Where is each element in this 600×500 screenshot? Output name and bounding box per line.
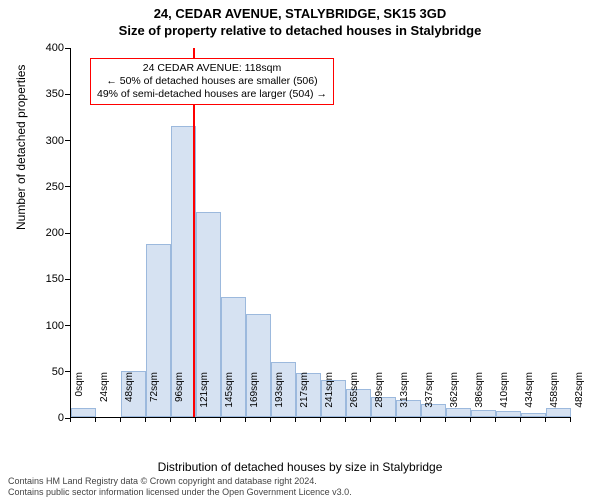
xtick-mark [170, 417, 171, 422]
xtick-label: 24sqm [99, 372, 110, 422]
xtick-label: 96sqm [174, 372, 185, 422]
xtick-label: 48sqm [124, 372, 135, 422]
annotation-line1: 24 CEDAR AVENUE: 118sqm [97, 62, 327, 75]
annotation-line2: ← 50% of detached houses are smaller (50… [97, 75, 327, 88]
xtick-label: 145sqm [224, 372, 235, 422]
ytick-mark [65, 371, 70, 372]
ytick-label: 100 [24, 320, 64, 332]
xtick-mark [120, 417, 121, 422]
xtick-label: 482sqm [574, 372, 585, 422]
ytick-mark [65, 140, 70, 141]
footer-attribution: Contains HM Land Registry data © Crown c… [8, 476, 352, 498]
ytick-label: 400 [24, 42, 64, 54]
ytick-mark [65, 279, 70, 280]
xtick-mark [95, 417, 96, 422]
xtick-mark [520, 417, 521, 422]
xtick-mark [220, 417, 221, 422]
x-axis-label: Distribution of detached houses by size … [0, 460, 600, 474]
xtick-mark [345, 417, 346, 422]
xtick-label: 362sqm [449, 372, 460, 422]
xtick-mark [295, 417, 296, 422]
ytick-label: 0 [24, 412, 64, 424]
xtick-label: 169sqm [249, 372, 260, 422]
ytick-mark [65, 325, 70, 326]
xtick-mark [470, 417, 471, 422]
ytick-label: 300 [24, 135, 64, 147]
ytick-label: 200 [24, 227, 64, 239]
ytick-mark [65, 233, 70, 234]
xtick-mark [245, 417, 246, 422]
ytick-label: 350 [24, 88, 64, 100]
xtick-label: 337sqm [424, 372, 435, 422]
xtick-mark [420, 417, 421, 422]
xtick-mark [270, 417, 271, 422]
xtick-mark [195, 417, 196, 422]
ytick-mark [65, 186, 70, 187]
xtick-mark [395, 417, 396, 422]
xtick-mark [145, 417, 146, 422]
plot-area: 24 CEDAR AVENUE: 118sqm ← 50% of detache… [70, 48, 570, 418]
xtick-mark [320, 417, 321, 422]
ytick-label: 150 [24, 273, 64, 285]
chart-container: 24, CEDAR AVENUE, STALYBRIDGE, SK15 3GD … [0, 0, 600, 500]
chart-title-sub: Size of property relative to detached ho… [0, 21, 600, 38]
ytick-mark [65, 94, 70, 95]
xtick-label: 386sqm [474, 372, 485, 422]
xtick-mark [370, 417, 371, 422]
xtick-label: 313sqm [399, 372, 410, 422]
annotation-line3: 49% of semi-detached houses are larger (… [97, 88, 327, 101]
chart-title-address: 24, CEDAR AVENUE, STALYBRIDGE, SK15 3GD [0, 0, 600, 21]
footer-line1: Contains HM Land Registry data © Crown c… [8, 476, 352, 487]
ytick-mark [65, 48, 70, 49]
xtick-mark [445, 417, 446, 422]
xtick-label: 265sqm [349, 372, 360, 422]
xtick-label: 289sqm [374, 372, 385, 422]
ytick-label: 250 [24, 181, 64, 193]
xtick-label: 434sqm [524, 372, 535, 422]
xtick-label: 217sqm [299, 372, 310, 422]
ytick-label: 50 [24, 366, 64, 378]
annotation-box: 24 CEDAR AVENUE: 118sqm ← 50% of detache… [90, 58, 334, 105]
xtick-label: 121sqm [199, 372, 210, 422]
xtick-label: 241sqm [324, 372, 335, 422]
xtick-label: 72sqm [149, 372, 160, 422]
xtick-label: 458sqm [549, 372, 560, 422]
xtick-label: 0sqm [74, 372, 85, 422]
xtick-mark [570, 417, 571, 422]
xtick-label: 193sqm [274, 372, 285, 422]
xtick-mark [70, 417, 71, 422]
footer-line2: Contains public sector information licen… [8, 487, 352, 498]
xtick-mark [495, 417, 496, 422]
xtick-label: 410sqm [499, 372, 510, 422]
xtick-mark [545, 417, 546, 422]
